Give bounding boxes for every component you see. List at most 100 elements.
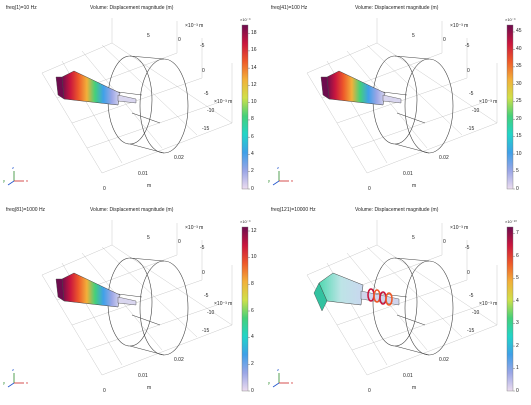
grid-line [336,77,468,124]
axis-label-x001: 0.01 [138,373,148,379]
plot-title: Volume: Displacement magnitude (m) [355,5,439,11]
displacement-body [55,70,137,106]
grid-line [41,42,113,74]
grid-line [351,304,483,351]
colorbar-tick-label: 14 [251,64,257,71]
colorbar-tick-label: 3 [516,320,519,327]
triad-x-label: x [291,178,293,183]
axis-label-z0: 0 [178,37,181,43]
colorbar-tick-label: 16 [251,47,257,54]
displacement-body [55,272,137,308]
axis-label-x002: 0.02 [439,155,449,161]
vibration-ring [385,292,393,306]
triad-x-label: x [26,178,28,183]
colorbar-exponent: ×10⁻⁹ [505,17,516,22]
grid-line [71,279,203,326]
grid-line [306,244,378,276]
colorbar-exponent: ×10⁻⁹ [240,219,251,224]
grid-line [101,44,198,136]
colorbar-tick-label: 0 [251,185,254,192]
colorbar-tick-label: 1 [516,365,519,372]
grid-line [101,246,198,338]
axis-label-ym15: -15 [202,126,210,132]
plot-canvas[interactable] [2,3,264,201]
axis-label-y0: 0 [467,270,470,276]
triad-y-label: y [268,178,270,183]
axis-label-x001: 0.01 [403,171,413,177]
axis-label-ym10: -10 [472,108,480,114]
colorbar-tick-label: 6 [251,307,254,314]
plot-canvas[interactable] [267,205,529,403]
axis-label-y_exp: ×10⁻³ m [214,301,233,307]
axis-label-z_exp: ×10⁻³ m [450,23,469,29]
axis-label-ym5: -5 [469,293,474,299]
grid-line [101,324,233,376]
colorbar [506,24,514,190]
colorbar-exponent: ×10⁻⁹ [240,17,251,22]
axis-label-z0: 0 [178,239,181,245]
plot-panel-100hz[interactable]: freq(41)=100 Hz Volume: Displacement magn… [267,3,529,201]
axis-label-ym15: -15 [467,126,475,132]
grid-line [86,304,218,351]
axis-label-z_exp: ×10⁻³ m [185,225,204,231]
colorbar-tick-label: 35 [516,63,522,70]
triad-x-label: x [291,380,293,385]
colorbar-tick-label: 8 [251,116,254,123]
grid-line [366,246,463,338]
colorbar-tick-label: 8 [251,280,254,287]
grid-line [86,102,218,149]
grid-line [101,122,233,174]
axis-triad [272,171,289,186]
plot-panel-10hz[interactable]: freq(1)=10 Hz Volume: Displacement magnit… [2,3,264,201]
colorbar-tick-label: 6 [251,133,254,140]
plot-canvas[interactable] [267,3,529,201]
axis-label-x0: 0 [368,186,371,192]
axis-label-ym10: -10 [207,108,215,114]
axis-label-z5: 5 [147,235,150,241]
freq-label: freq(81)=1000 Hz [6,207,46,213]
colorbar-tick-label: 0 [516,185,519,192]
grid-line [351,102,483,149]
colorbar-tick-label: 30 [516,80,522,87]
cylinder-wireframe [107,257,189,356]
colorbar-tick-label: 4 [516,297,519,304]
colorbar-tick-label: 18 [251,30,257,37]
colorbar-tick-label: 7 [516,230,519,237]
triad-z-label: z [12,165,14,170]
plot-panel-10000hz[interactable]: freq(121)=10000 Hz Volume: Displacement m… [267,205,529,403]
axis-label-ym5: -5 [469,91,474,97]
plot-canvas[interactable] [2,205,264,403]
colorbar-tick-label: 10 [251,254,257,261]
cylinder-wireframe [372,257,454,356]
axis-label-z_exp: ×10⁻³ m [450,225,469,231]
axis-label-z5: 5 [412,33,415,39]
plot-panel-1000hz[interactable]: freq(81)=1000 Hz Volume: Displacement mag… [2,205,264,403]
colorbar-tick-label: 40 [516,45,522,52]
axis-label-ym5: -5 [204,91,209,97]
axis-label-ym10: -10 [472,310,480,316]
colorbar-tick-label: 2 [251,168,254,175]
grid-line [306,42,378,74]
grid-line [366,44,463,136]
colorbar-tick-label: 10 [516,150,522,157]
triad-y-label: y [268,380,270,385]
cylinder-wireframe [372,55,454,154]
colorbar-tick-label: 20 [516,115,522,122]
plot-title: Volume: Displacement magnitude (m) [90,5,174,11]
colorbar-tick-label: 4 [251,150,254,157]
axis-label-x0: 0 [368,388,371,394]
triad-z-label: z [277,367,279,372]
axis-label-z5: 5 [412,235,415,241]
grid-line [71,77,203,124]
colorbar-tick-label: 12 [251,227,257,234]
axis-label-ym15: -15 [467,328,475,334]
axis-label-ym10: -10 [207,310,215,316]
axis-label-xm: m [147,385,152,391]
axis-label-ym5: -5 [204,293,209,299]
grid-line [41,244,113,276]
colorbar-tick-label: 25 [516,98,522,105]
axis-label-y0: 0 [467,68,470,74]
axis-label-y0: 0 [202,270,205,276]
axis-label-x001: 0.01 [403,373,413,379]
colorbar-tick-label: 15 [516,133,522,140]
